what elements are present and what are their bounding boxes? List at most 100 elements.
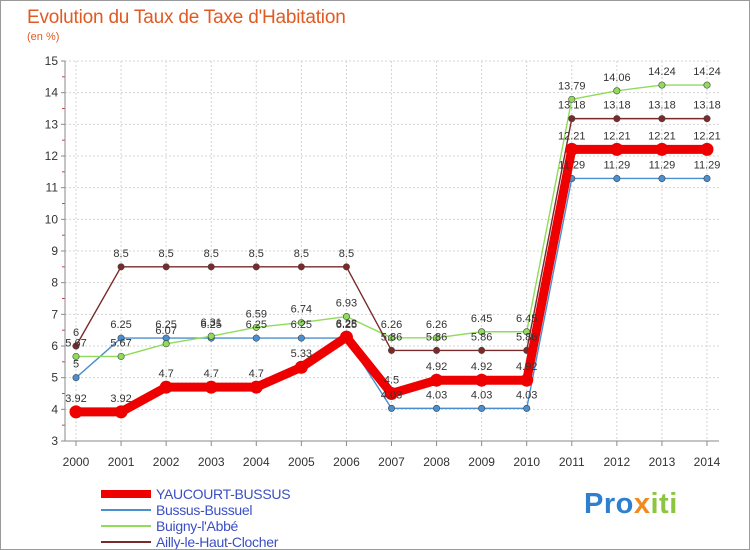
series-point-buigny-l-abbe	[613, 87, 621, 95]
logo-part-1: Pro	[584, 488, 634, 520]
data-label-yaucourt-bussus: 12.21	[603, 130, 631, 142]
data-label-bussus-bussuel: 6.25	[336, 319, 357, 331]
data-label-buigny-l-abbe: 6.93	[336, 298, 357, 310]
logo-part-2: x	[633, 488, 651, 520]
series-point-ailly-le-haut-clocher	[387, 346, 395, 354]
data-label-yaucourt-bussus: 4.7	[158, 368, 173, 380]
data-label-buigny-l-abbe: 6.45	[471, 313, 492, 325]
series-point-buigny-l-abbe	[252, 323, 260, 331]
series-point-ailly-le-haut-clocher	[297, 263, 305, 271]
y-tick-label: 9	[51, 244, 58, 258]
series-point-yaucourt-bussus	[520, 373, 534, 387]
series-point-ailly-le-haut-clocher	[568, 115, 576, 123]
series-point-ailly-le-haut-clocher	[433, 346, 441, 354]
series-point-ailly-le-haut-clocher	[72, 342, 80, 350]
series-point-bussus-bussuel	[658, 174, 666, 182]
series-point-yaucourt-bussus	[204, 380, 218, 394]
x-tick-label: 2007	[378, 455, 405, 469]
series-point-yaucourt-bussus	[475, 373, 489, 387]
data-label-bussus-bussuel: 6.25	[110, 319, 131, 331]
series-point-bussus-bussuel	[703, 174, 711, 182]
data-label-buigny-l-abbe: 6.59	[246, 308, 267, 320]
series-point-bussus-bussuel	[613, 174, 621, 182]
data-label-buigny-l-abbe: 6.07	[155, 325, 176, 337]
series-point-buigny-l-abbe	[658, 81, 666, 89]
data-label-buigny-l-abbe: 6.26	[426, 319, 447, 331]
axes: 3 4 5 6 7 8 9 10 11 12 13 14 15 2000 2001 2002 2003 2004 2…	[45, 54, 721, 469]
x-tick-label: 2008	[423, 455, 450, 469]
data-label-bussus-bussuel: 5	[73, 359, 79, 371]
series-point-bussus-bussuel	[297, 334, 305, 342]
data-label-bussus-bussuel: 6.25	[201, 319, 222, 331]
data-label-bussus-bussuel: 11.29	[649, 159, 676, 171]
legend-label: YAUCOURT-BUSSUS	[156, 486, 291, 502]
series-point-yaucourt-bussus	[700, 142, 714, 156]
series-point-yaucourt-bussus	[430, 373, 444, 387]
series-point-buigny-l-abbe	[297, 319, 305, 327]
grid	[65, 60, 719, 442]
series-point-buigny-l-abbe	[387, 334, 395, 342]
series-point-yaucourt-bussus	[114, 405, 128, 419]
data-labels: 5 6.25 6.25 6.25 6.25 6.25 6.25 4.03 4.03 4.03 4.0…	[65, 66, 720, 405]
data-label-buigny-l-abbe: 14.24	[648, 66, 676, 78]
data-label-yaucourt-bussus: 3.92	[110, 393, 131, 405]
data-label-ailly-le-haut-clocher: 8.5	[249, 248, 264, 260]
data-label-bussus-bussuel: 6.25	[155, 319, 176, 331]
x-tick-label: 2005	[288, 455, 315, 469]
legend-swatch	[101, 525, 151, 527]
data-label-bussus-bussuel: 4.03	[381, 389, 402, 401]
y-tick-label: 6	[51, 339, 58, 353]
chart-subtitle: (en %)	[27, 31, 60, 43]
legend-label: Ailly-le-Haut-Clocher	[156, 534, 279, 550]
series-point-buigny-l-abbe	[162, 340, 170, 348]
series-point-yaucourt-bussus	[159, 380, 173, 394]
data-label-yaucourt-bussus: 4.92	[426, 361, 447, 373]
series-point-buigny-l-abbe	[342, 313, 350, 321]
series-point-buigny-l-abbe	[117, 352, 125, 360]
series-point-ailly-le-haut-clocher	[207, 263, 215, 271]
series-point-yaucourt-bussus	[249, 380, 263, 394]
data-label-ailly-le-haut-clocher: 5.86	[516, 331, 537, 343]
proxiti-logo: Proxiti	[584, 488, 678, 521]
series-point-yaucourt-bussus	[610, 142, 624, 156]
y-tick-label: 8	[51, 276, 58, 290]
series-point-ailly-le-haut-clocher	[658, 115, 666, 123]
series-point-ailly-le-haut-clocher	[703, 115, 711, 123]
series-point-buigny-l-abbe	[207, 332, 215, 340]
data-label-yaucourt-bussus: 12.21	[558, 130, 586, 142]
y-tick-label: 14	[45, 86, 59, 100]
data-label-yaucourt-bussus: 4.5	[384, 375, 399, 387]
y-tick-label: 4	[51, 402, 58, 416]
data-label-bussus-bussuel: 6.25	[246, 319, 267, 331]
series-point-bussus-bussuel	[387, 404, 395, 412]
series-point-bussus-bussuel	[433, 404, 441, 412]
y-tick-label: 15	[45, 54, 59, 68]
data-label-buigny-l-abbe: 5.67	[65, 337, 86, 349]
data-label-buigny-l-abbe: 6.74	[291, 304, 312, 316]
series-point-ailly-le-haut-clocher	[162, 263, 170, 271]
data-label-bussus-bussuel: 11.29	[558, 159, 585, 171]
series-point-buigny-l-abbe	[72, 352, 80, 360]
data-label-buigny-l-abbe: 6.31	[201, 317, 222, 329]
series-point-bussus-bussuel	[478, 404, 486, 412]
y-tick-label: 12	[45, 149, 59, 163]
data-label-ailly-le-haut-clocher: 13.18	[558, 100, 586, 112]
series-point-bussus-bussuel	[252, 334, 260, 342]
legend-swatch	[101, 541, 151, 543]
y-tick-label: 7	[51, 307, 58, 321]
series-point-bussus-bussuel	[523, 404, 531, 412]
series-point-ailly-le-haut-clocher	[478, 346, 486, 354]
data-label-yaucourt-bussus: 12.21	[648, 130, 676, 142]
data-label-bussus-bussuel: 4.03	[426, 389, 447, 401]
data-label-yaucourt-bussus: 4.7	[204, 368, 219, 380]
data-label-yaucourt-bussus: 4.92	[516, 361, 537, 373]
legend-swatch	[101, 509, 151, 511]
data-label-buigny-l-abbe: 14.24	[693, 66, 721, 78]
data-label-ailly-le-haut-clocher: 13.18	[693, 100, 721, 112]
legend-label: Bussus-Bussuel	[156, 502, 253, 518]
data-label-ailly-le-haut-clocher: 8.5	[294, 248, 309, 260]
data-label-ailly-le-haut-clocher: 8.5	[113, 248, 128, 260]
x-tick-label: 2003	[198, 455, 225, 469]
